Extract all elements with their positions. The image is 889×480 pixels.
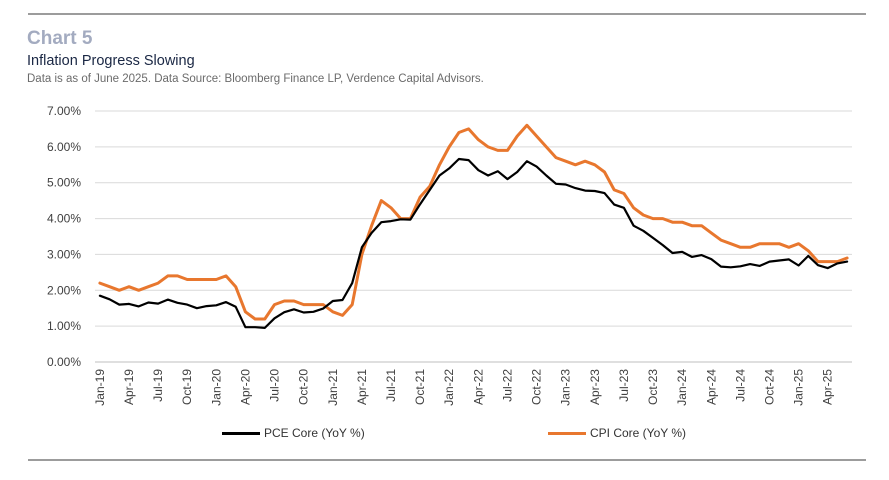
x-tick-label: Jan-20 <box>209 369 223 406</box>
y-tick-label: 6.00% <box>47 140 81 154</box>
gridlines <box>95 110 852 363</box>
x-tick-label: Jul-24 <box>733 369 747 402</box>
legend-label-cpi: CPI Core (YoY %) <box>590 426 687 440</box>
x-tick-label: Oct-23 <box>646 369 660 405</box>
chart-subtitle: Data is as of June 2025. Data Source: Bl… <box>27 73 484 85</box>
x-tick-label: Oct-21 <box>413 369 427 405</box>
legend-swatch-pce <box>222 431 260 435</box>
x-tick-label: Oct-19 <box>180 369 194 405</box>
x-tick-label: Jul-21 <box>384 369 398 402</box>
x-tick-label: Oct-20 <box>297 369 311 405</box>
x-tick-label: Apr-19 <box>122 369 136 405</box>
bottom-rule <box>28 459 866 461</box>
y-tick-label: 5.00% <box>47 176 81 190</box>
y-axis-labels: 0.00% 1.00% 2.00% 3.00% 4.00% 5.00% 6.00% 7.00% <box>47 104 81 369</box>
chart-number: Chart 5 <box>27 28 93 49</box>
x-tick-label: Oct-24 <box>763 369 777 405</box>
x-tick-label: Jan-19 <box>93 369 107 406</box>
x-tick-label: Jul-19 <box>151 369 165 402</box>
x-tick-label: Jan-23 <box>559 369 573 406</box>
y-tick-label: 1.00% <box>47 319 81 333</box>
x-tick-label: Apr-24 <box>704 369 718 405</box>
x-tick-label: Oct-22 <box>530 369 544 405</box>
series-line-cpi-core <box>98 123 849 321</box>
x-axis-labels: Jan-19 Apr-19 Jul-19 Oct-19 Jan-20 Apr-20 Jul-… <box>93 369 835 406</box>
x-tick-label: Apr-25 <box>821 369 835 405</box>
x-tick-label: Jul-20 <box>268 369 282 402</box>
x-tick-label: Jan-22 <box>442 369 456 406</box>
x-tick-label: Jan-24 <box>675 369 689 406</box>
x-tick-label: Apr-20 <box>238 369 252 405</box>
y-tick-label: 4.00% <box>47 212 81 226</box>
x-tick-label: Jul-23 <box>617 369 631 402</box>
x-tick-label: Jan-21 <box>326 369 340 406</box>
y-tick-label: 2.00% <box>47 283 81 297</box>
y-tick-label: 7.00% <box>47 104 81 118</box>
x-tick-label: Jul-22 <box>500 369 514 402</box>
series-line-pce-core <box>98 157 849 329</box>
legend-swatch-cpi <box>548 431 586 435</box>
x-tick-label: Apr-22 <box>471 369 485 405</box>
chart-title: Inflation Progress Slowing <box>27 53 195 69</box>
y-tick-label: 3.00% <box>47 247 81 261</box>
x-tick-label: Apr-21 <box>355 369 369 405</box>
series-lines <box>98 123 849 329</box>
top-rule <box>28 13 866 15</box>
legend-item-pce: PCE Core (YoY %) <box>222 424 365 442</box>
x-tick-label: Apr-23 <box>588 369 602 405</box>
y-tick-label: 0.00% <box>47 355 81 369</box>
legend-item-cpi: CPI Core (YoY %) <box>548 424 686 442</box>
x-tick-label: Jan-25 <box>792 369 806 406</box>
legend-label-pce: PCE Core (YoY %) <box>264 426 365 440</box>
